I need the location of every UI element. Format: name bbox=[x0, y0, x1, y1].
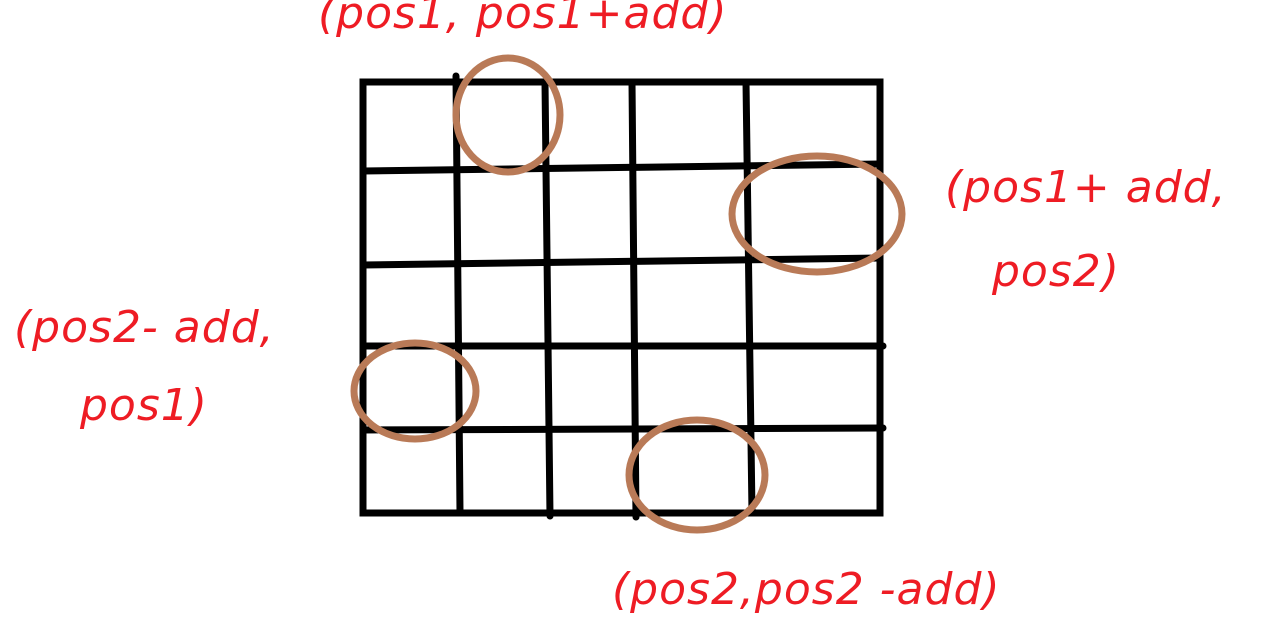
highlight-circle-bottom bbox=[625, 416, 769, 534]
grid-outer-frame bbox=[359, 78, 884, 517]
highlight-circles bbox=[350, 54, 906, 534]
grid-horizontal-line bbox=[359, 254, 884, 269]
label-right-line1: (pos1+ add, bbox=[945, 162, 1227, 213]
label-bottom: (pos2,pos2 -add) bbox=[612, 564, 1001, 615]
grid bbox=[359, 72, 887, 521]
label-left-line2: pos1) bbox=[79, 380, 208, 431]
label-left-line1: (pos2- add, bbox=[14, 302, 275, 353]
grid-vertical-line bbox=[628, 78, 640, 521]
grid-horizontal-line bbox=[359, 424, 887, 434]
highlight-circle-right bbox=[728, 152, 906, 276]
grid-horizontal-line bbox=[359, 160, 884, 175]
highlight-circle-top bbox=[452, 54, 564, 176]
grid-vertical-line bbox=[742, 78, 756, 517]
label-top: (pos1, pos1+add) bbox=[318, 0, 728, 39]
grid-vertical-line bbox=[452, 72, 464, 517]
annotations: (pos1, pos1+add) (pos1+ add, pos2) (pos2… bbox=[14, 0, 1227, 615]
label-right-line2: pos2) bbox=[991, 246, 1120, 297]
highlight-circle-left bbox=[350, 339, 480, 443]
